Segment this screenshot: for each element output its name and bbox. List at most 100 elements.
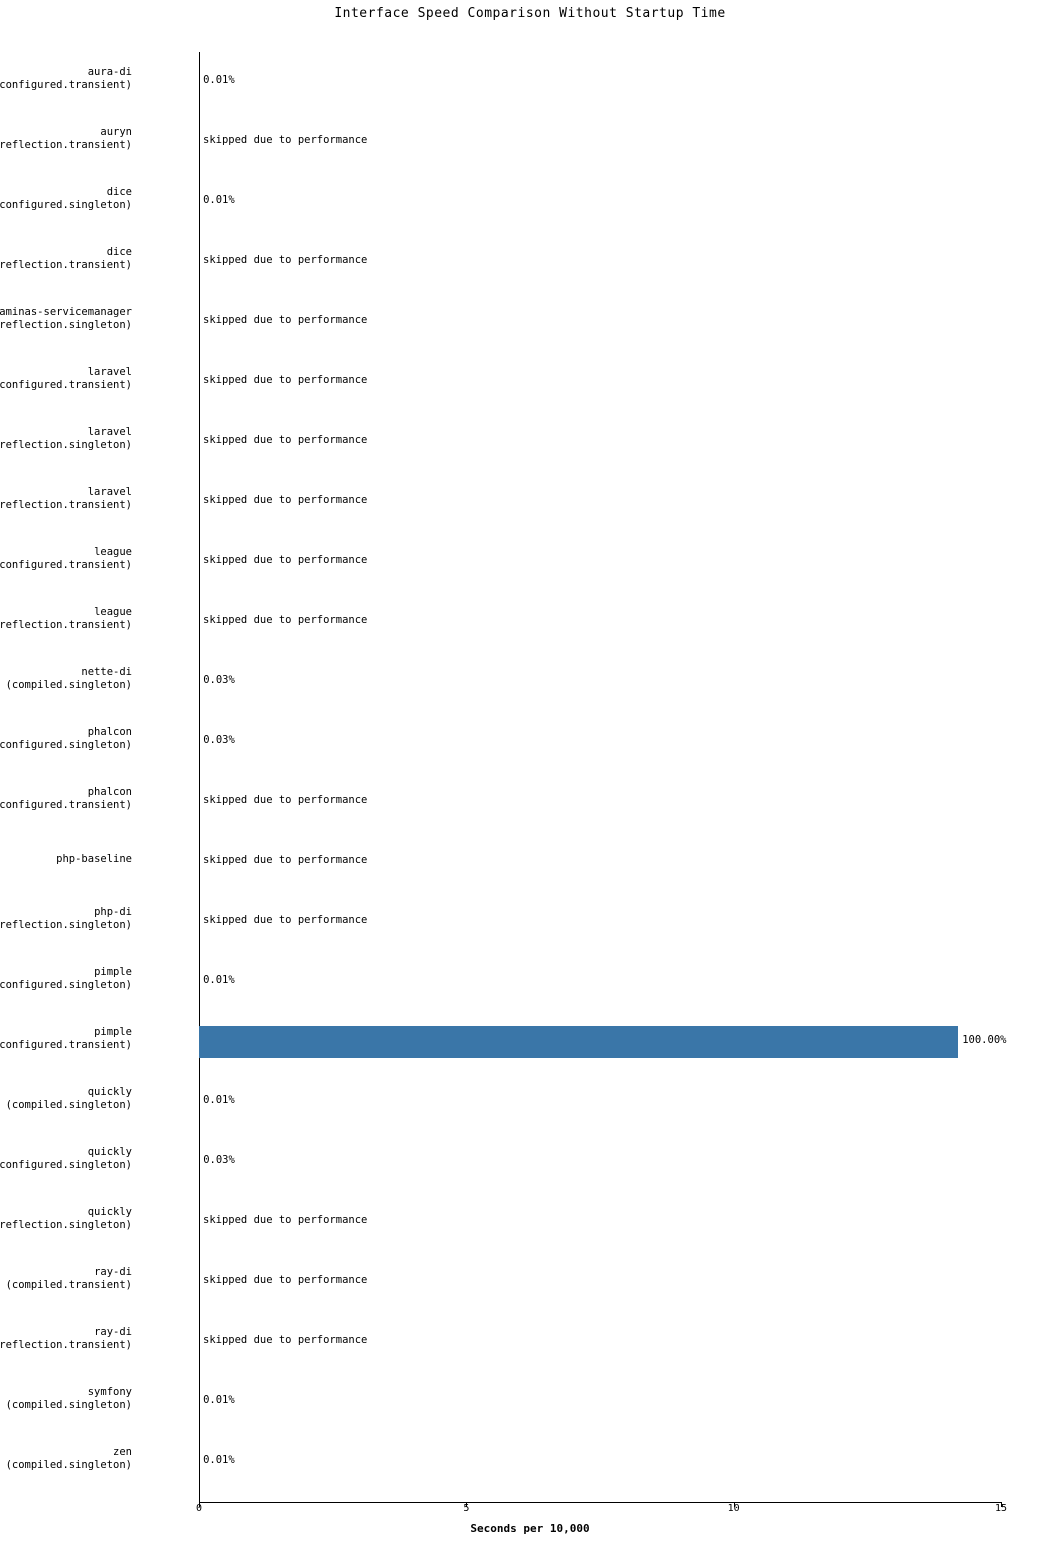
bar-row: 0.01% dice (configured.singleton) bbox=[0, 172, 1001, 232]
category-variant: (reflection.transient) bbox=[0, 139, 132, 151]
category-variant: (configured.transient) bbox=[0, 379, 132, 391]
bar-row: skipped due to performance dice (reflectio… bbox=[0, 232, 1001, 292]
category-name: auryn bbox=[100, 126, 132, 138]
category-variant: (configured.transient) bbox=[0, 799, 132, 811]
category-name: dice bbox=[106, 246, 132, 258]
bar-row: skipped due to performance league (reflect… bbox=[0, 592, 1001, 652]
bar-value-label: skipped due to performance bbox=[203, 1214, 368, 1226]
category-label: laravel (reflection.singleton) bbox=[0, 426, 132, 452]
bar-value-label: 0.01% bbox=[203, 1094, 235, 1106]
category-label: symfony (compiled.singleton) bbox=[0, 1386, 132, 1412]
category-variant: (reflection.singleton) bbox=[0, 1219, 132, 1231]
bar-value-label: skipped due to performance bbox=[203, 254, 368, 266]
bar-value-label: 0.01% bbox=[203, 974, 235, 986]
category-label: php-di (reflection.singleton) bbox=[0, 906, 132, 932]
category-name: aura-di bbox=[87, 66, 132, 78]
category-name: quickly bbox=[87, 1086, 132, 1098]
category-label: laravel (reflection.transient) bbox=[0, 486, 132, 512]
bar-value-label: 0.03% bbox=[203, 734, 235, 746]
category-name: laminas-servicemanager bbox=[0, 306, 132, 318]
bar-row: skipped due to performance ray-di (compile… bbox=[6, 1252, 1001, 1312]
category-name: nette-di bbox=[81, 666, 132, 678]
category-label: pimple (configured.transient) bbox=[0, 1026, 132, 1052]
category-label: laminas-servicemanager (reflection.single… bbox=[0, 306, 132, 332]
x-axis-line bbox=[199, 1502, 1001, 1503]
category-variant: (compiled.singleton) bbox=[5, 1399, 132, 1411]
category-label: nette-di (compiled.singleton) bbox=[0, 666, 132, 692]
page-title: Interface Speed Comparison Without Start… bbox=[334, 6, 726, 21]
category-variant: (reflection.transient) bbox=[0, 619, 132, 631]
category-name: ray-di bbox=[94, 1266, 132, 1278]
category-variant: (configured.singleton) bbox=[0, 1159, 132, 1171]
bar-value-label: skipped due to performance bbox=[203, 854, 368, 866]
category-name: league bbox=[94, 606, 132, 618]
category-name: laravel bbox=[87, 486, 132, 498]
category-name: phalcon bbox=[87, 726, 132, 738]
bar-value-label: 0.01% bbox=[203, 74, 235, 86]
bar-row: skipped due to performance phalcon (config… bbox=[0, 772, 1001, 832]
category-label: dice (configured.singleton) bbox=[0, 186, 132, 212]
category-label: league (configured.transient) bbox=[0, 546, 132, 572]
bar-value-label: 100.00% bbox=[962, 1034, 1007, 1046]
y-axis-line bbox=[199, 52, 200, 1502]
category-name: quickly bbox=[87, 1206, 132, 1218]
category-name: phalcon bbox=[87, 786, 132, 798]
category-variant: (configured.transient) bbox=[0, 79, 132, 91]
category-variant: (configured.singleton) bbox=[0, 199, 132, 211]
x-axis-label: Seconds per 10,000 bbox=[470, 1522, 590, 1535]
category-variant: (reflection.singleton) bbox=[0, 319, 132, 331]
x-tick-label: 5 bbox=[463, 1503, 470, 1514]
category-variant: (configured.singleton) bbox=[0, 739, 132, 751]
category-label: laravel (configured.transient) bbox=[0, 366, 132, 392]
bar-value-label: skipped due to performance bbox=[203, 794, 368, 806]
bar-value-label: skipped due to performance bbox=[203, 494, 368, 506]
bar-value-label: skipped due to performance bbox=[203, 614, 368, 626]
bar-row: skipped due to performance php-baseline bbox=[56, 832, 1001, 892]
bar-value-label: skipped due to performance bbox=[203, 914, 368, 926]
bar-row: 0.01% zen (compiled.singleton) bbox=[6, 1432, 1001, 1492]
category-name: pimple bbox=[94, 966, 132, 978]
category-name: league bbox=[94, 546, 132, 558]
bar-row: 0.03% nette-di (compiled.singleton) bbox=[6, 652, 1001, 712]
bar-row: skipped due to performance laminas-servic… bbox=[0, 292, 1001, 352]
category-label: php-baseline bbox=[0, 853, 132, 866]
category-name: zen bbox=[113, 1446, 132, 1458]
category-variant: (configured.singleton) bbox=[0, 979, 132, 991]
category-label: phalcon (configured.transient) bbox=[0, 786, 132, 812]
category-name: symfony bbox=[87, 1386, 132, 1398]
bar-value-label: skipped due to performance bbox=[203, 1334, 368, 1346]
category-variant: (reflection.singleton) bbox=[0, 439, 132, 451]
bar-value-label: 0.03% bbox=[203, 1154, 235, 1166]
category-label: zen (compiled.singleton) bbox=[0, 1446, 132, 1472]
category-name: laravel bbox=[87, 366, 132, 378]
bar-value-label: skipped due to performance bbox=[203, 314, 368, 326]
x-tick-mark bbox=[199, 1502, 200, 1507]
category-label: aura-di (configured.transient) bbox=[0, 66, 132, 92]
category-name: php-baseline bbox=[56, 853, 132, 865]
category-label: ray-di (compiled.transient) bbox=[0, 1266, 132, 1292]
category-variant: (compiled.singleton) bbox=[5, 1459, 132, 1471]
bar-row: skipped due to performance laravel (config… bbox=[0, 352, 1001, 412]
category-name: dice bbox=[106, 186, 132, 198]
x-tick-mark bbox=[1001, 1502, 1002, 1507]
category-variant: (compiled.singleton) bbox=[5, 1099, 132, 1111]
category-name: pimple bbox=[94, 1026, 132, 1038]
x-tick-label: 0 bbox=[195, 1503, 203, 1514]
category-variant: (configured.transient) bbox=[0, 1039, 132, 1051]
bar-value-label: skipped due to performance bbox=[203, 374, 368, 386]
bar-value-label: skipped due to performance bbox=[203, 134, 368, 146]
category-label: dice (reflection.transient) bbox=[0, 246, 132, 272]
x-tick-mark bbox=[466, 1502, 468, 1507]
category-label: auryn (reflection.transient) bbox=[0, 126, 132, 152]
category-label: pimple (configured.singleton) bbox=[0, 966, 132, 992]
bar-value-label: skipped due to performance bbox=[203, 434, 368, 446]
bar-row: 100.00% pimple (configured.transient) bbox=[0, 1012, 1006, 1072]
category-variant: (reflection.transient) bbox=[0, 259, 132, 271]
bar-value-label: 0.03% bbox=[203, 674, 235, 686]
x-tick-label: 10 bbox=[727, 1503, 740, 1514]
bar-row: 0.01% aura-di (configured.transient) bbox=[0, 52, 1001, 112]
category-variant: (reflection.transient) bbox=[0, 1339, 132, 1351]
category-variant: (compiled.transient) bbox=[5, 1279, 132, 1291]
x-tick-mark bbox=[733, 1502, 735, 1507]
category-name: laravel bbox=[87, 426, 132, 438]
